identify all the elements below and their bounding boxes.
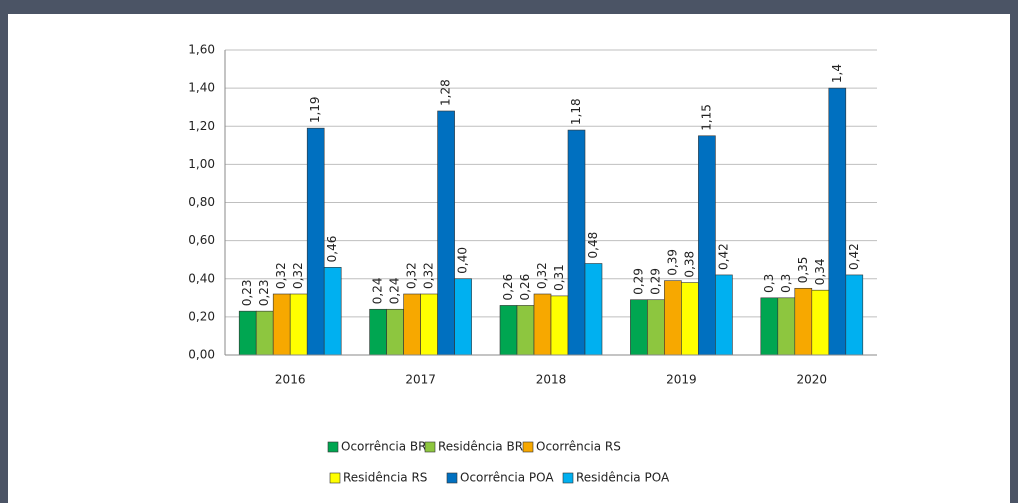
bar (437, 110, 455, 356)
bar (272, 293, 291, 356)
y-tick-label: 0,00 (188, 348, 215, 362)
bar (777, 297, 796, 356)
bar (681, 282, 699, 356)
legend-swatch (424, 441, 436, 453)
y-tick-label: 0,60 (188, 233, 215, 247)
bar (516, 305, 535, 356)
bar (567, 129, 586, 356)
bar (255, 310, 274, 356)
bar (664, 280, 682, 356)
x-tick-label: 2016 (275, 373, 306, 387)
value-label: 0,31 (552, 264, 566, 291)
value-label: 0,38 (682, 251, 696, 278)
bar (323, 267, 342, 356)
legend-label: Residência RS (343, 471, 427, 485)
legend-label: Ocorrência BR (341, 440, 426, 454)
legend-swatch (327, 441, 339, 453)
bar (647, 299, 665, 356)
bar (584, 263, 603, 356)
y-tick-label: 0,40 (188, 271, 215, 285)
y-tick-label: 1,40 (188, 81, 215, 95)
legend-label: Ocorrência RS (536, 440, 621, 454)
x-tick-label: 2020 (797, 373, 828, 387)
bar (845, 274, 864, 356)
value-label: 0,24 (388, 278, 402, 305)
value-label: 0,29 (648, 268, 662, 295)
bar (533, 293, 552, 356)
bar (369, 308, 387, 356)
value-label: 0,32 (274, 262, 288, 289)
value-label: 0,26 (518, 274, 532, 301)
value-label: 0,32 (291, 262, 305, 289)
bar (698, 135, 716, 356)
y-tick-label: 1,20 (188, 119, 215, 133)
value-label: 0,42 (847, 243, 861, 270)
value-label: 0,46 (325, 236, 339, 263)
y-tick-label: 1,00 (188, 157, 215, 171)
x-tick-label: 2019 (666, 373, 697, 387)
value-label: 0,24 (371, 278, 385, 305)
value-label: 1,28 (439, 79, 453, 106)
x-tick-label: 2017 (405, 373, 436, 387)
legend-swatch (522, 441, 534, 453)
legend-label: Residência BR (438, 440, 523, 454)
value-label: 0,39 (665, 249, 679, 276)
bar (794, 287, 813, 356)
y-tick-label: 1,60 (188, 43, 215, 57)
value-label: 0,29 (631, 268, 645, 295)
value-label: 0,32 (422, 262, 436, 289)
bar (238, 310, 257, 356)
bar (828, 87, 847, 356)
bar (499, 305, 518, 356)
bar (386, 308, 404, 356)
value-label: 0,23 (240, 279, 254, 306)
value-label: 0,35 (796, 257, 810, 284)
value-label: 1,19 (308, 96, 322, 123)
bar (289, 293, 308, 356)
value-label: 1,18 (569, 98, 583, 125)
value-label: 0,42 (716, 243, 730, 270)
value-label: 0,32 (535, 262, 549, 289)
bar (760, 297, 779, 356)
y-tick-label: 0,20 (188, 309, 215, 323)
bar (715, 274, 733, 356)
legend-label: Residência POA (576, 471, 670, 485)
bar (420, 293, 438, 356)
bar (306, 127, 325, 356)
value-label: 0,23 (257, 279, 271, 306)
legend-label: Ocorrência POA (460, 471, 554, 485)
value-label: 0,3 (762, 274, 776, 293)
y-tick-label: 0,80 (188, 195, 215, 209)
bar (403, 293, 421, 356)
legend-swatch (562, 472, 574, 484)
bar (454, 278, 472, 356)
legend-swatch (446, 472, 458, 484)
value-label: 0,34 (813, 258, 827, 285)
value-label: 0,48 (586, 232, 600, 259)
legend-swatch (329, 472, 341, 484)
value-label: 0,26 (501, 274, 515, 301)
bar (811, 289, 830, 356)
x-tick-label: 2018 (536, 373, 567, 387)
value-label: 0,3 (779, 274, 793, 293)
bar (630, 299, 648, 356)
value-label: 0,40 (456, 247, 470, 274)
value-label: 1,4 (830, 64, 844, 83)
bar (550, 295, 569, 356)
value-label: 1,15 (699, 104, 713, 131)
value-label: 0,32 (405, 262, 419, 289)
